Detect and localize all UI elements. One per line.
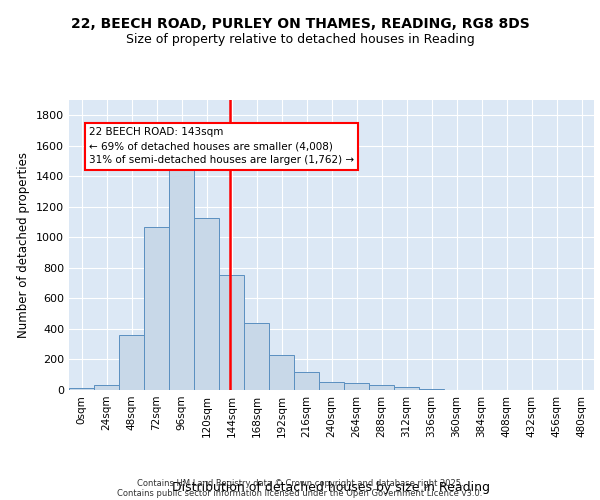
Bar [394,387,419,390]
Text: 22 BEECH ROAD: 143sqm
← 69% of detached houses are smaller (4,008)
31% of semi-d: 22 BEECH ROAD: 143sqm ← 69% of detached … [89,128,354,166]
Bar [169,162,194,390]
Bar [244,323,269,390]
Bar [194,218,219,390]
Bar [269,355,294,390]
Bar [219,275,244,390]
Text: Contains public sector information licensed under the Open Government Licence v3: Contains public sector information licen… [118,488,482,498]
Bar [119,335,144,390]
Text: 22, BEECH ROAD, PURLEY ON THAMES, READING, RG8 8DS: 22, BEECH ROAD, PURLEY ON THAMES, READIN… [71,18,529,32]
Bar [144,226,169,390]
Bar [369,386,394,390]
Bar [344,383,369,390]
Bar [294,372,319,390]
Bar [319,382,344,390]
X-axis label: Distribution of detached houses by size in Reading: Distribution of detached houses by size … [173,482,491,494]
Bar [419,389,444,390]
Text: Contains HM Land Registry data © Crown copyright and database right 2025.: Contains HM Land Registry data © Crown c… [137,478,463,488]
Text: Size of property relative to detached houses in Reading: Size of property relative to detached ho… [125,32,475,46]
Y-axis label: Number of detached properties: Number of detached properties [17,152,31,338]
Bar [94,384,119,390]
Bar [69,388,94,390]
